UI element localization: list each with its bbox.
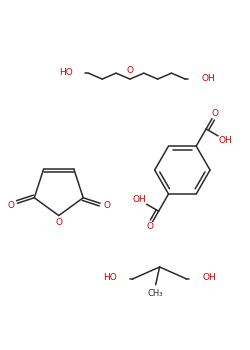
Text: CH₃: CH₃ (148, 289, 164, 298)
Text: OH: OH (202, 273, 216, 282)
Text: O: O (55, 218, 62, 227)
Text: OH: OH (219, 136, 233, 145)
Text: O: O (7, 201, 14, 210)
Text: OH: OH (201, 74, 215, 83)
Text: O: O (146, 222, 153, 231)
Text: HO: HO (103, 273, 117, 282)
Text: HO: HO (59, 68, 72, 77)
Text: O: O (212, 109, 218, 118)
Text: O: O (126, 66, 134, 75)
Text: OH: OH (132, 195, 146, 204)
Text: O: O (103, 201, 110, 210)
